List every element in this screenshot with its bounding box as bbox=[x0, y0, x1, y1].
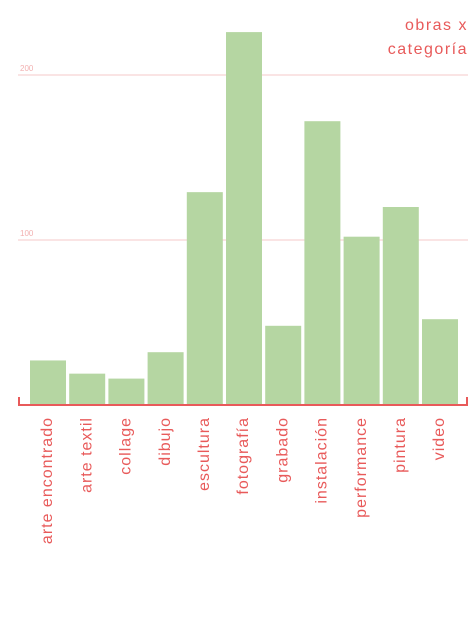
chart-title-line-1: obras x bbox=[405, 17, 468, 34]
category-label-2: arte textil bbox=[78, 417, 95, 493]
chart-title-line-2: categoría bbox=[387, 41, 468, 58]
category-label-11: video bbox=[431, 417, 448, 460]
bar-5 bbox=[186, 192, 223, 405]
category-label-1: arte encontrado bbox=[39, 417, 56, 544]
bar-8 bbox=[304, 121, 341, 405]
bar-9 bbox=[343, 236, 380, 405]
category-label-9: performance bbox=[353, 417, 370, 518]
bar-2 bbox=[69, 373, 106, 405]
y-tick-label-200: 200 bbox=[20, 64, 34, 73]
category-label-10: pintura bbox=[392, 417, 409, 473]
category-label-7: grabado bbox=[274, 417, 291, 483]
bar-1 bbox=[30, 360, 66, 405]
bar-10 bbox=[382, 207, 419, 405]
bar-11 bbox=[422, 319, 458, 405]
y-tick-label-100: 100 bbox=[20, 229, 34, 238]
chart-title: obras x categoría bbox=[268, 14, 468, 62]
category-label-3: collage bbox=[118, 417, 135, 475]
bar-4 bbox=[147, 352, 184, 405]
bar-3 bbox=[108, 378, 145, 405]
bar-6 bbox=[226, 32, 262, 405]
category-label-8: instalación bbox=[314, 417, 331, 504]
category-label-5: escultura bbox=[196, 417, 213, 491]
category-label-6: fotografía bbox=[235, 417, 252, 495]
category-label-4: dibujo bbox=[157, 417, 174, 466]
bar-7 bbox=[265, 325, 302, 405]
